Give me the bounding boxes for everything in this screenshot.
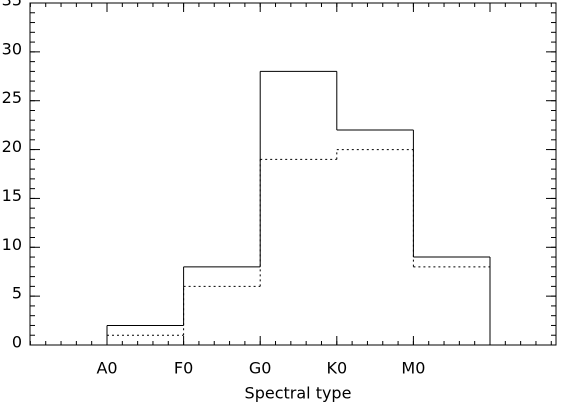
- x-axis-label: Spectral type: [245, 384, 352, 403]
- y-tick-label: 35: [2, 0, 22, 10]
- y-tick-label: 5: [12, 284, 22, 303]
- y-tick-label: 0: [12, 333, 22, 352]
- y-tick-label: 10: [2, 235, 22, 254]
- x-tick-label: K0: [326, 359, 347, 378]
- x-tick-label: A0: [96, 359, 117, 378]
- x-tick-label: G0: [249, 359, 272, 378]
- y-tick-label: 25: [2, 88, 22, 107]
- y-tick-label: 15: [2, 186, 22, 205]
- plot-frame: [29, 2, 557, 346]
- x-tick-label: F0: [174, 359, 193, 378]
- y-tick-label: 30: [2, 39, 22, 58]
- x-tick-label: M0: [401, 359, 425, 378]
- y-tick-label: 20: [2, 137, 22, 156]
